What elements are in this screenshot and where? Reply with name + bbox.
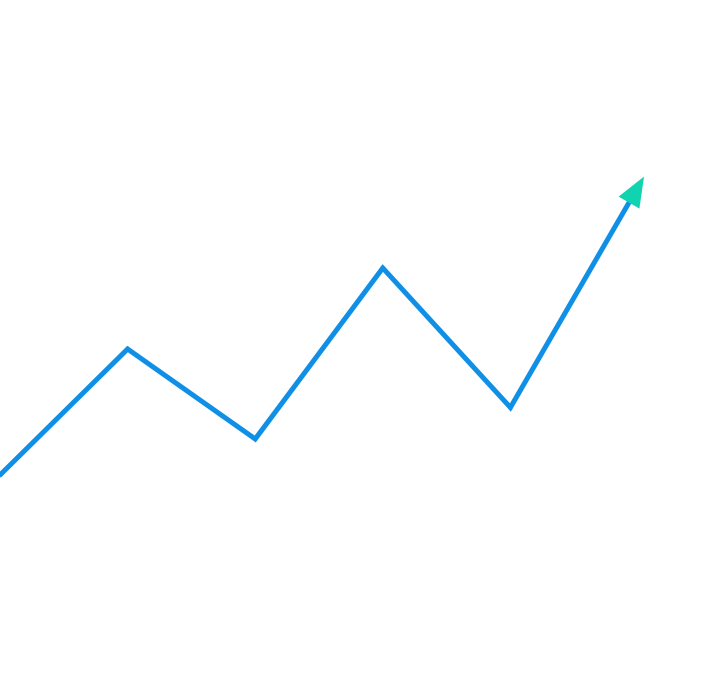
data-point-1 bbox=[0, 472, 3, 478]
data-point-3 bbox=[252, 436, 258, 442]
data-point-2 bbox=[125, 346, 131, 352]
data-point-5 bbox=[507, 405, 513, 410]
series-line bbox=[0, 197, 634, 477]
trend-arrow-icon bbox=[618, 176, 644, 209]
data-point-4 bbox=[380, 265, 386, 271]
marks-layer bbox=[0, 176, 644, 478]
series-layer bbox=[0, 197, 634, 477]
